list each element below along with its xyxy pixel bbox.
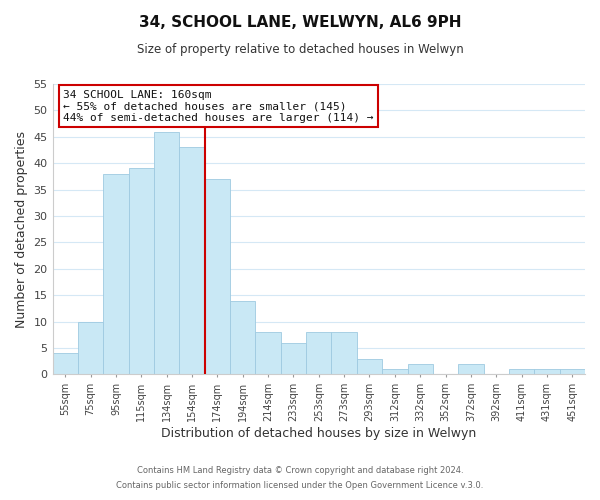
Y-axis label: Number of detached properties: Number of detached properties (15, 130, 28, 328)
X-axis label: Distribution of detached houses by size in Welwyn: Distribution of detached houses by size … (161, 427, 476, 440)
Bar (306, 332, 331, 374)
Bar (281, 342, 306, 374)
Text: Contains HM Land Registry data © Crown copyright and database right 2024.: Contains HM Land Registry data © Crown c… (137, 466, 463, 475)
Bar (128, 168, 154, 374)
Text: 34, SCHOOL LANE, WELWYN, AL6 9PH: 34, SCHOOL LANE, WELWYN, AL6 9PH (139, 15, 461, 30)
Bar (560, 369, 585, 374)
Bar (256, 332, 281, 374)
Bar (331, 332, 357, 374)
Bar (53, 354, 78, 374)
Bar (382, 369, 407, 374)
Bar (357, 358, 382, 374)
Bar (78, 322, 103, 374)
Bar (230, 300, 256, 374)
Bar (205, 179, 230, 374)
Text: Contains public sector information licensed under the Open Government Licence v.: Contains public sector information licen… (116, 481, 484, 490)
Text: 34 SCHOOL LANE: 160sqm
← 55% of detached houses are smaller (145)
44% of semi-de: 34 SCHOOL LANE: 160sqm ← 55% of detached… (63, 90, 374, 123)
Bar (154, 132, 179, 374)
Bar (179, 148, 205, 374)
Bar (509, 369, 534, 374)
Bar (407, 364, 433, 374)
Bar (103, 174, 128, 374)
Text: Size of property relative to detached houses in Welwyn: Size of property relative to detached ho… (137, 42, 463, 56)
Bar (534, 369, 560, 374)
Bar (458, 364, 484, 374)
